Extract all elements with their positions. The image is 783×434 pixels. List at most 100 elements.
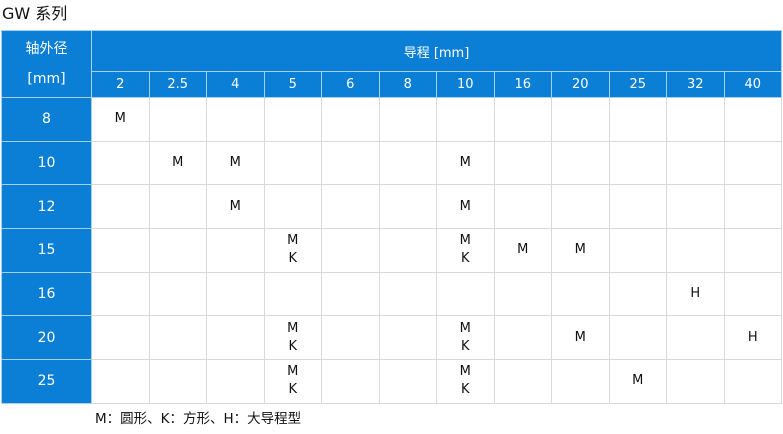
- type-code: M: [287, 320, 299, 336]
- availability-cell: [91, 184, 150, 230]
- lead-column-header: 2: [91, 71, 150, 98]
- type-code: K: [460, 382, 470, 398]
- availability-cell: [148, 271, 207, 317]
- shaft-diameter-cell: 10: [1, 140, 92, 186]
- availability-cell: [378, 184, 437, 230]
- type-code: M: [632, 373, 644, 389]
- availability-cell: [723, 228, 782, 273]
- type-code: H: [747, 329, 758, 345]
- availability-cell: [206, 97, 265, 142]
- availability-cell: [378, 97, 437, 142]
- availability-cell: [148, 97, 207, 142]
- lead-column-header: 16: [493, 71, 552, 98]
- availability-cell: [321, 228, 380, 273]
- availability-cell: [206, 315, 265, 361]
- type-code: K: [288, 338, 298, 354]
- availability-cell: M: [551, 228, 610, 273]
- availability-cell: [206, 228, 265, 273]
- shaft-label: 轴外径: [25, 41, 68, 57]
- availability-cell: [493, 184, 552, 230]
- availability-cell: [666, 359, 725, 404]
- availability-cell: [321, 97, 380, 142]
- shaft-diameter-cell: 16: [1, 271, 92, 317]
- availability-cell: [608, 97, 667, 142]
- type-code: K: [460, 251, 470, 267]
- availability-cell: [493, 271, 552, 317]
- table-row: 12 M M: [1, 184, 782, 230]
- availability-cell: M: [436, 140, 495, 186]
- availability-cell: [666, 184, 725, 230]
- lead-column-header: 4: [206, 71, 265, 98]
- type-code: M: [517, 242, 529, 258]
- type-code: M: [287, 233, 299, 249]
- type-code: M: [229, 155, 241, 171]
- availability-cell: [723, 97, 782, 142]
- availability-cell: [551, 359, 610, 404]
- availability-cell: [493, 315, 552, 361]
- availability-cell: [723, 184, 782, 230]
- availability-cell: [378, 228, 437, 273]
- shaft-diameter-cell: 25: [1, 359, 92, 404]
- lead-header: 导程 [mm]: [91, 30, 782, 72]
- availability-cell: M: [206, 184, 265, 230]
- availability-cell: [436, 271, 495, 317]
- lead-column-header: 5: [263, 71, 322, 98]
- table-row: 15 M K M K M M: [1, 228, 782, 273]
- availability-cell: [608, 184, 667, 230]
- type-code: M: [287, 364, 299, 380]
- availability-cell: [493, 359, 552, 404]
- availability-cell: [263, 140, 322, 186]
- availability-cell: [493, 140, 552, 186]
- lead-column-header: 10: [436, 71, 495, 98]
- availability-cell: [148, 228, 207, 273]
- availability-cell: [723, 271, 782, 317]
- lead-column-header: 6: [321, 71, 380, 98]
- lead-column-header: 20: [551, 71, 610, 98]
- shaft-diameter-header: 轴外径 [mm]: [1, 30, 92, 98]
- availability-cell: [436, 97, 495, 142]
- availability-cell: [378, 315, 437, 361]
- shaft-diameter-cell: 8: [1, 97, 92, 142]
- availability-cell: M: [148, 140, 207, 186]
- availability-cell: [91, 315, 150, 361]
- type-code: M: [459, 233, 471, 249]
- type-code: K: [288, 382, 298, 398]
- type-code: K: [288, 251, 298, 267]
- availability-cell: [666, 140, 725, 186]
- type-code: H: [690, 286, 701, 302]
- availability-cell: [666, 228, 725, 273]
- type-code: M: [172, 155, 184, 171]
- availability-cell: M: [91, 97, 150, 142]
- type-code: M: [574, 242, 586, 258]
- availability-cell: [321, 359, 380, 404]
- table-row: 20 M K M K M H: [1, 315, 782, 361]
- availability-cell: [206, 271, 265, 317]
- availability-cell: H: [723, 315, 782, 361]
- availability-cell: [551, 140, 610, 186]
- lead-column-header: 40: [723, 71, 782, 98]
- availability-cell: [666, 315, 725, 361]
- availability-cell: [378, 271, 437, 317]
- availability-cell: [551, 97, 610, 142]
- availability-cell: M: [551, 315, 610, 361]
- availability-cell: [608, 315, 667, 361]
- availability-cell: [666, 97, 725, 142]
- availability-cell: [91, 140, 150, 186]
- availability-cell: [206, 359, 265, 404]
- shaft-unit: [mm]: [27, 71, 66, 87]
- availability-cell: [263, 271, 322, 317]
- availability-cell: [321, 271, 380, 317]
- type-code: M: [114, 111, 126, 127]
- availability-cell: [263, 184, 322, 230]
- section-title: GW 系列: [2, 4, 68, 23]
- type-code: M: [459, 320, 471, 336]
- availability-cell: M: [608, 359, 667, 404]
- lead-column-header: 8: [378, 71, 437, 98]
- availability-cell: [723, 359, 782, 404]
- table-row: 16 H: [1, 271, 782, 317]
